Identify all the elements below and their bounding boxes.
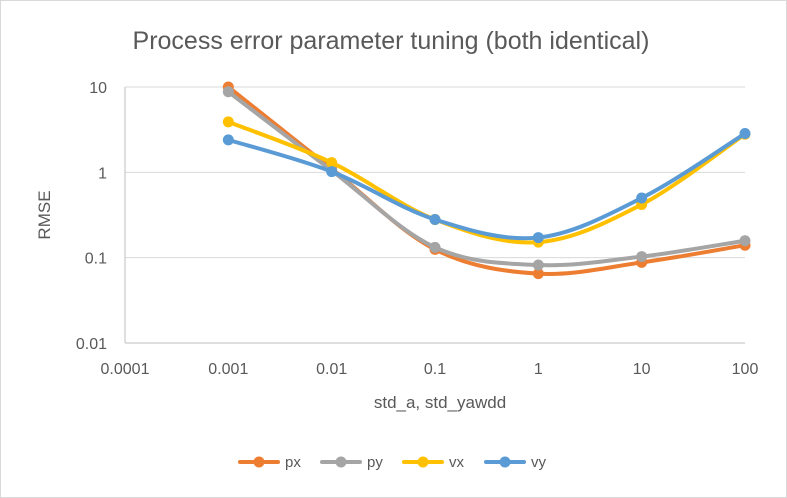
x-tick-label: 10 <box>633 361 651 378</box>
y-tick-label: 0.01 <box>76 336 107 353</box>
x-tick-label: 1 <box>534 361 543 378</box>
legend-item-vx: vx <box>402 454 465 471</box>
y-tick-labels: 0.01 0.1 1 10 <box>76 80 107 353</box>
legend-label-py: py <box>367 454 383 471</box>
legend-item-px: px <box>238 454 301 471</box>
legend-item-py: py <box>320 454 383 471</box>
x-tick-label: 0.1 <box>424 361 446 378</box>
data-point-vy <box>429 214 441 226</box>
data-point-py <box>429 241 441 253</box>
legend-marker-vx <box>417 456 429 468</box>
legend-label-vx: vx <box>449 454 465 471</box>
data-point-vy <box>739 128 751 140</box>
legend-label-px: px <box>285 454 301 471</box>
data-point-vy <box>636 192 648 204</box>
x-tick-label: 0.0001 <box>101 361 150 378</box>
legend: px py vx vy <box>238 454 547 471</box>
legend-marker-vy <box>499 456 511 468</box>
y-tick-label: 10 <box>89 80 107 97</box>
legend-item-vy: vy <box>484 454 547 471</box>
data-point-py <box>636 251 648 263</box>
legend-marker-px <box>253 456 265 468</box>
series-line-py <box>226 89 747 268</box>
data-point-px <box>532 268 544 280</box>
data-point-vy <box>532 232 544 244</box>
series <box>222 81 751 280</box>
x-tick-labels: 0.0001 0.001 0.01 0.1 1 10 100 <box>101 361 759 378</box>
axes <box>124 87 745 344</box>
series-line-px <box>226 85 747 276</box>
chart-title: Process error parameter tuning (both ide… <box>133 27 650 55</box>
series-vy <box>222 128 751 244</box>
x-axis-title: std_a, std_yawdd <box>374 393 506 412</box>
x-tick-label: 100 <box>732 361 759 378</box>
y-axis-title: RMSE <box>35 190 54 239</box>
y-tick-label: 0.1 <box>85 251 107 268</box>
legend-label-vy: vy <box>531 454 547 471</box>
x-tick-label: 0.01 <box>316 361 347 378</box>
y-tick-label: 1 <box>98 165 107 182</box>
series-py <box>222 86 751 271</box>
data-point-vx <box>326 157 338 169</box>
data-point-py <box>739 235 751 247</box>
x-tick-label: 0.001 <box>208 361 248 378</box>
data-point-py <box>222 86 234 98</box>
data-point-vy <box>326 166 338 178</box>
legend-marker-py <box>335 456 347 468</box>
data-point-vy <box>222 134 234 146</box>
series-line-vx <box>226 119 747 245</box>
data-point-py <box>532 259 544 271</box>
data-point-vx <box>222 116 234 128</box>
series-line-vy <box>226 131 747 241</box>
